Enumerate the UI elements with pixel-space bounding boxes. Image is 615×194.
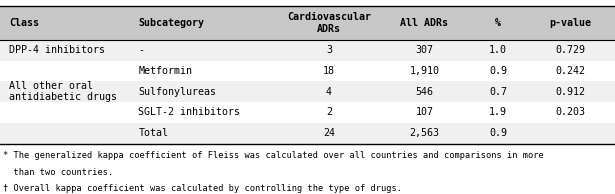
Bar (0, 102, 615, 123)
Text: Cardiovascular
ADRs: Cardiovascular ADRs (287, 12, 371, 34)
Text: 0.9: 0.9 (489, 66, 507, 76)
Text: p-value: p-value (549, 18, 592, 28)
Text: SGLT-2 inhibitors: SGLT-2 inhibitors (138, 107, 240, 117)
Text: 1,910: 1,910 (410, 66, 439, 76)
Text: 24: 24 (323, 128, 335, 138)
Text: 107: 107 (415, 107, 434, 117)
Text: Subcategory: Subcategory (138, 18, 204, 28)
Bar (0, 61, 615, 81)
Text: 0.912: 0.912 (555, 87, 585, 97)
Bar (0, 81, 615, 102)
Text: 0.7: 0.7 (489, 87, 507, 97)
Text: 0.242: 0.242 (555, 66, 585, 76)
Bar (0, 40, 615, 61)
Text: 0.729: 0.729 (555, 45, 585, 55)
Text: All other oral
antidiabetic drugs: All other oral antidiabetic drugs (9, 81, 117, 102)
Text: 2,563: 2,563 (410, 128, 439, 138)
Bar (0, 123, 615, 144)
Text: DPP-4 inhibitors: DPP-4 inhibitors (9, 45, 105, 55)
Text: * The generalized kappa coefficient of Fleiss was calculated over all countries : * The generalized kappa coefficient of F… (3, 151, 544, 160)
Text: 4: 4 (326, 87, 332, 97)
Text: 0.9: 0.9 (489, 128, 507, 138)
Text: 1.9: 1.9 (489, 107, 507, 117)
Text: Class: Class (9, 18, 39, 28)
Text: 0.203: 0.203 (555, 107, 585, 117)
Text: † Overall kappa coefficient was calculated by controlling the type of drugs.: † Overall kappa coefficient was calculat… (3, 184, 402, 193)
Text: Metformin: Metformin (138, 66, 192, 76)
Text: 2: 2 (326, 107, 332, 117)
Text: All ADRs: All ADRs (400, 18, 448, 28)
Text: than two countries.: than two countries. (3, 168, 113, 177)
Text: -: - (138, 45, 145, 55)
Text: Total: Total (138, 128, 169, 138)
Bar (0, 6, 615, 40)
Text: 307: 307 (415, 45, 434, 55)
Text: 546: 546 (415, 87, 434, 97)
Text: %: % (495, 18, 501, 28)
Text: Sulfonylureas: Sulfonylureas (138, 87, 216, 97)
Text: 1.0: 1.0 (489, 45, 507, 55)
Text: 18: 18 (323, 66, 335, 76)
Text: 3: 3 (326, 45, 332, 55)
